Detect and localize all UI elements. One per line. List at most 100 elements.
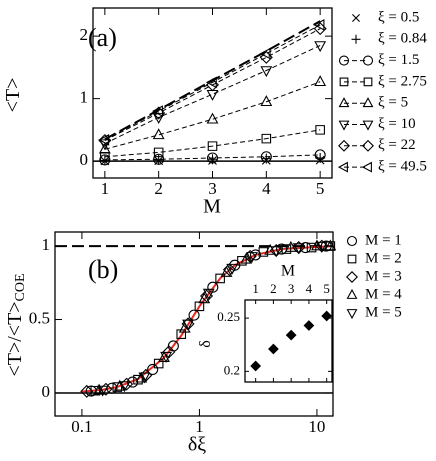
marker <box>207 281 219 293</box>
axes-frame <box>244 299 333 383</box>
marker <box>206 152 219 164</box>
marker <box>321 310 333 322</box>
legend-label: ξ = 5 <box>378 95 408 111</box>
marker <box>118 381 131 393</box>
marker <box>153 153 165 165</box>
x-tick-label: 1 <box>195 417 204 436</box>
marker <box>98 133 110 146</box>
marker <box>147 363 159 375</box>
legend-marker <box>361 161 372 173</box>
marker <box>194 301 205 312</box>
marker <box>270 246 283 258</box>
legend-label: M = 1 <box>365 232 402 248</box>
series-line <box>104 129 321 158</box>
marker <box>215 273 225 284</box>
marker <box>311 239 323 251</box>
marker <box>306 242 317 253</box>
legend-marker <box>362 55 374 66</box>
marker <box>226 263 239 275</box>
series-line <box>104 20 321 141</box>
axes-frame <box>92 7 333 179</box>
y-axis-label: <T> <box>2 78 24 113</box>
y-tick-label: 2 <box>80 25 89 44</box>
panel: 1 2 3 4 5 0.2 0.25 Mδ <box>197 263 333 383</box>
legend-marker <box>347 254 357 264</box>
y-tick-label: 1 <box>42 235 51 254</box>
marker <box>98 142 111 154</box>
marker <box>260 66 273 78</box>
x-tick-label: 1 <box>252 281 259 296</box>
series-line <box>104 45 321 145</box>
legend-marker <box>338 97 350 108</box>
marker <box>315 241 328 253</box>
x-tick-label: 2 <box>154 179 163 198</box>
x-tick-label: 5 <box>316 179 325 198</box>
marker <box>261 133 272 144</box>
marker <box>113 379 126 391</box>
marker <box>284 240 297 252</box>
legend-label: ξ = 22 <box>378 137 416 153</box>
legend-marker <box>338 139 350 152</box>
y-axis-label-text: <T> <box>2 78 24 113</box>
legend-label: ξ = 10 <box>378 116 416 132</box>
x-tick-label: 2 <box>270 281 277 296</box>
legend-label: M = 2 <box>365 250 402 266</box>
marker <box>314 41 327 53</box>
panel-label: (b) <box>88 255 118 284</box>
marker <box>205 76 217 89</box>
marker <box>198 292 211 304</box>
x-axis-label: M <box>203 196 221 218</box>
marker <box>99 382 113 396</box>
inset-bg <box>245 300 332 382</box>
x-tick-label: 4 <box>306 281 313 296</box>
legend-label: ξ = 2.75 <box>378 73 427 89</box>
y-tick-label: 0 <box>80 150 89 169</box>
x-axis-label: M <box>281 263 295 280</box>
marker <box>99 154 111 166</box>
marker <box>96 385 109 397</box>
marker <box>314 75 327 87</box>
marker <box>237 255 247 266</box>
marker <box>182 319 194 331</box>
legend-marker <box>346 309 358 320</box>
marker <box>220 265 233 277</box>
x-tick-label: 10 <box>308 417 325 436</box>
legend-label: ξ = 1.5 <box>378 52 419 68</box>
legend-marker <box>346 271 358 283</box>
y-axis-label-sub: COE <box>13 273 28 301</box>
axes-frame <box>54 231 334 417</box>
marker <box>93 383 106 395</box>
marker <box>158 351 170 363</box>
marker <box>315 125 325 135</box>
series-line <box>104 81 321 150</box>
marker <box>200 289 214 303</box>
marker <box>258 247 269 257</box>
marker <box>260 151 272 163</box>
marker <box>240 252 253 264</box>
y-tick-label: 0.5 <box>29 308 50 327</box>
y-axis-label-text: δ <box>197 340 214 348</box>
marker <box>206 89 219 101</box>
marker <box>250 360 262 372</box>
panel-label: (a) <box>88 23 117 52</box>
legend-marker <box>352 14 360 22</box>
series-line <box>104 28 321 141</box>
x-tick-label: 3 <box>288 281 295 296</box>
legend-label: M = 5 <box>365 304 402 320</box>
legend-marker <box>338 120 350 131</box>
marker <box>324 239 337 251</box>
marker <box>303 320 315 331</box>
marker <box>313 18 325 31</box>
legend-label: ξ = 0.5 <box>378 9 419 25</box>
marker <box>259 47 271 60</box>
marker <box>268 343 279 355</box>
marker <box>138 372 151 384</box>
marker <box>260 95 273 107</box>
marker <box>292 243 305 255</box>
marker <box>152 105 163 118</box>
legend-marker <box>362 97 374 108</box>
legend-label: M = 3 <box>365 268 402 284</box>
y-axis-label: δ <box>197 340 214 348</box>
